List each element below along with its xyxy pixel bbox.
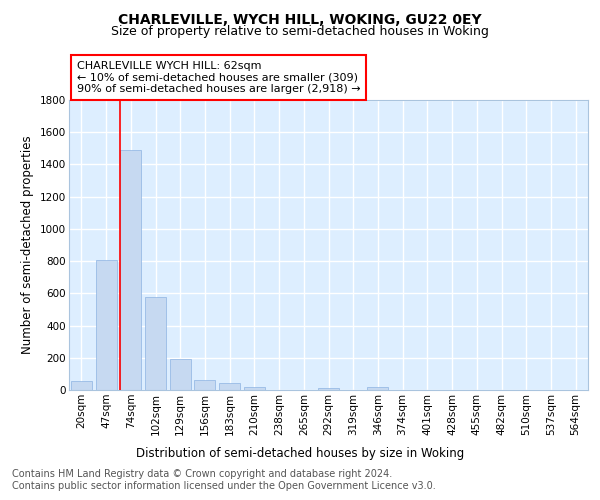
- Bar: [244, 387, 265, 390]
- Text: Size of property relative to semi-detached houses in Woking: Size of property relative to semi-detach…: [111, 25, 489, 38]
- Bar: [170, 358, 191, 390]
- Text: CHARLEVILLE WYCH HILL: 62sqm
← 10% of semi-detached houses are smaller (309)
90%: CHARLEVILLE WYCH HILL: 62sqm ← 10% of se…: [77, 61, 361, 94]
- Bar: [194, 380, 215, 390]
- Bar: [318, 388, 339, 390]
- Text: CHARLEVILLE, WYCH HILL, WOKING, GU22 0EY: CHARLEVILLE, WYCH HILL, WOKING, GU22 0EY: [118, 12, 482, 26]
- Bar: [145, 296, 166, 390]
- Text: Contains public sector information licensed under the Open Government Licence v3: Contains public sector information licen…: [12, 481, 436, 491]
- Text: Distribution of semi-detached houses by size in Woking: Distribution of semi-detached houses by …: [136, 448, 464, 460]
- Y-axis label: Number of semi-detached properties: Number of semi-detached properties: [22, 136, 34, 354]
- Bar: [95, 260, 116, 390]
- Text: Contains HM Land Registry data © Crown copyright and database right 2024.: Contains HM Land Registry data © Crown c…: [12, 469, 392, 479]
- Bar: [367, 387, 388, 390]
- Bar: [71, 381, 92, 390]
- Bar: [120, 150, 141, 390]
- Bar: [219, 383, 240, 390]
